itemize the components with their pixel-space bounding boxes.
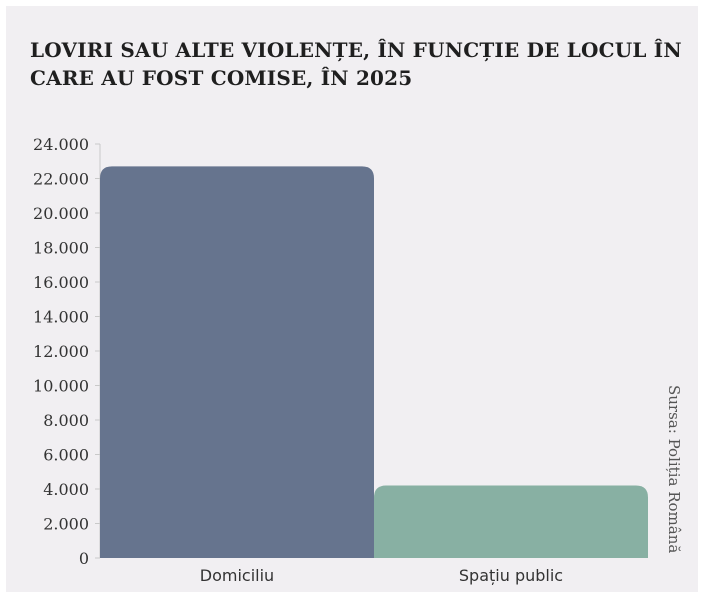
chart-title: LOVIRI SAU ALTE VIOLENȚE, ÎN FUNCȚIE DE … <box>30 38 682 90</box>
x-category-label: Spațiu public <box>459 566 563 585</box>
y-tick-label: 10.000 <box>33 377 89 396</box>
y-tick-label: 2.000 <box>43 515 89 534</box>
y-tick-label: 6.000 <box>43 446 89 465</box>
bar-spațiu-public <box>374 485 648 558</box>
y-tick-label: 0 <box>79 549 89 568</box>
y-tick-label: 22.000 <box>33 170 89 189</box>
source-note: Sursa: Poliția Română <box>665 385 683 554</box>
y-tick-label: 24.000 <box>33 135 89 154</box>
bar-domiciliu <box>100 166 374 559</box>
y-tick-label: 12.000 <box>33 342 89 361</box>
x-category-label: Domiciliu <box>200 566 274 585</box>
y-tick-label: 16.000 <box>33 273 89 292</box>
bars <box>100 166 648 559</box>
y-axis: 0 2.000 4.000 6.000 8.000 10.000 12.000 14.000 1… <box>33 135 101 568</box>
y-tick-label: 18.000 <box>33 239 89 258</box>
y-tick-label: 8.000 <box>43 411 89 430</box>
x-axis: Domiciliu Spațiu public <box>200 566 563 585</box>
y-tick-label: 4.000 <box>43 480 89 499</box>
y-tick-label: 20.000 <box>33 204 89 223</box>
y-tick-label: 14.000 <box>33 308 89 327</box>
